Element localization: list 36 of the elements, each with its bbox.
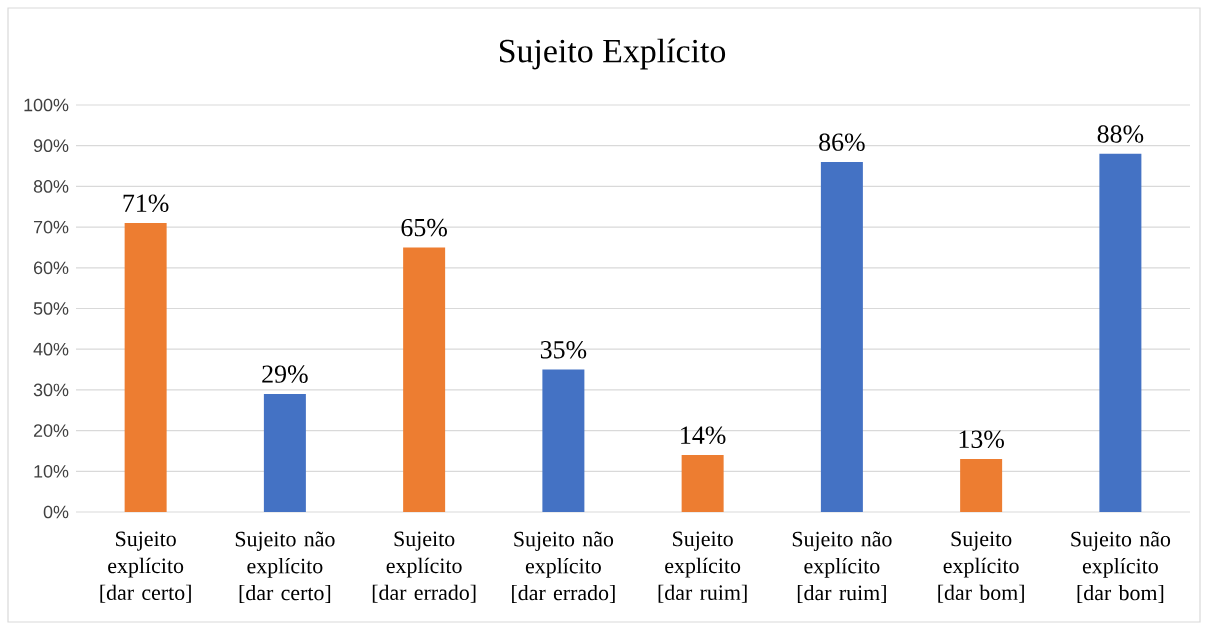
y-tick-label: 50%: [33, 302, 69, 315]
data-label: 71%: [123, 194, 169, 212]
bar: [542, 369, 585, 512]
bar: [960, 459, 1003, 512]
x-tick-label: Sujeito não explícito [dar certo]: [235, 531, 335, 604]
data-label: 88%: [1097, 125, 1144, 143]
y-tick-label: 40%: [33, 342, 69, 356]
y-tick-label: 10%: [34, 464, 69, 478]
data-label: 65%: [401, 218, 447, 237]
x-tick-label: Sujeito explícito [dar errado]: [372, 531, 476, 603]
y-tick-label: 70%: [33, 220, 69, 234]
x-tick-label: Sujeito explícito [dar ruim]: [658, 531, 747, 603]
x-tick-label: Sujeito explícito [dar bom]: [938, 531, 1024, 603]
y-tick-label: 100%: [24, 98, 69, 112]
x-tick-label: Sujeito não explícito [dar bom]: [1071, 531, 1171, 604]
x-tick-label: Sujeito não explícito [dar ruim]: [792, 531, 892, 604]
data-label: 35%: [540, 340, 587, 359]
bar: [820, 161, 863, 512]
y-tick-label: 80%: [33, 180, 69, 193]
y-tick-label: 20%: [33, 424, 69, 437]
data-label: 29%: [262, 365, 308, 383]
chart-title: Sujeito Explícito: [499, 38, 726, 70]
bar: [681, 455, 724, 512]
bar: [124, 223, 167, 512]
y-tick-label: 0%: [43, 505, 69, 519]
bar: [1099, 153, 1142, 512]
bar: [263, 393, 306, 512]
y-tick-label: 90%: [33, 139, 69, 153]
x-tick-label: Sujeito não explícito [dar errado]: [512, 531, 615, 604]
data-label: 13%: [959, 430, 1004, 449]
bar: [403, 247, 446, 512]
y-tick-label: 60%: [33, 261, 69, 275]
data-label: 86%: [819, 133, 865, 151]
y-tick-label: 30%: [33, 383, 69, 397]
data-label: 14%: [681, 426, 726, 444]
x-tick-label: Sujeito explícito [dar certo]: [100, 531, 191, 603]
